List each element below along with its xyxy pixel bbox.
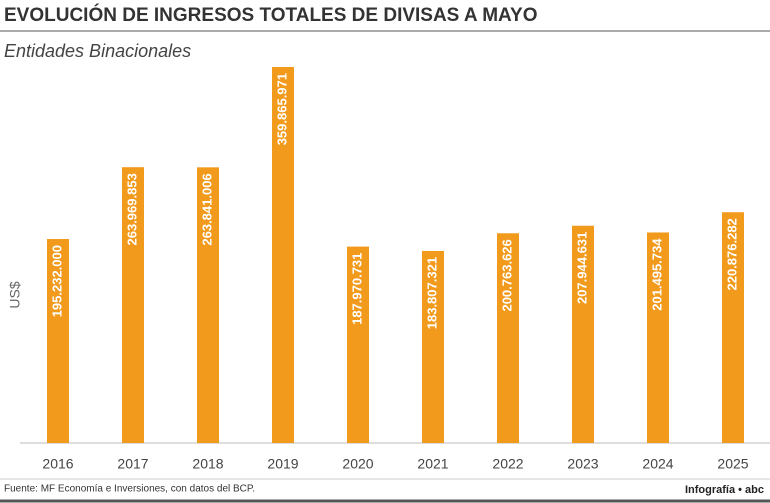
x-tick-label: 2024	[642, 456, 673, 472]
value-label: 263.969.853	[124, 173, 139, 245]
value-label: 187.970.731	[349, 253, 364, 325]
bar	[197, 167, 219, 444]
source-note: Fuente: MF Economía e Inversiones, con d…	[4, 484, 255, 495]
value-label: 195.232.000	[49, 245, 64, 317]
bar	[272, 67, 294, 443]
x-tick-label: 2025	[717, 456, 748, 472]
bar	[647, 232, 669, 443]
x-tick-label: 2019	[267, 456, 298, 472]
bar	[422, 250, 444, 443]
chart-title: EVOLUCIÓN DE INGRESOS TOTALES DE DIVISAS…	[4, 4, 537, 26]
x-tick-label: 2023	[567, 456, 598, 472]
value-label: 220.876.282	[724, 218, 739, 290]
bar	[722, 212, 744, 443]
bar	[347, 246, 369, 443]
x-tick-label: 2021	[417, 456, 448, 472]
x-tick-label: 2020	[342, 456, 373, 472]
x-tick-label: 2018	[192, 456, 223, 472]
value-label: 207.944.631	[574, 232, 589, 304]
x-tick-label: 2017	[117, 456, 148, 472]
bar	[122, 167, 144, 443]
value-label: 201.495.734	[649, 238, 664, 311]
credit: Infografía • abc	[685, 484, 764, 496]
value-label: 359.865.971	[274, 73, 289, 145]
chart-subtitle: Entidades Binacionales	[4, 41, 191, 61]
y-axis-label: US$	[7, 281, 23, 308]
value-label: 263.841.006	[199, 173, 214, 245]
value-label: 183.807.321	[424, 257, 439, 329]
bar	[572, 225, 594, 443]
value-label: 200.763.626	[499, 239, 514, 311]
bar	[47, 239, 69, 443]
x-tick-label: 2022	[492, 456, 523, 472]
bar	[497, 233, 519, 443]
x-tick-label: 2016	[42, 456, 73, 472]
